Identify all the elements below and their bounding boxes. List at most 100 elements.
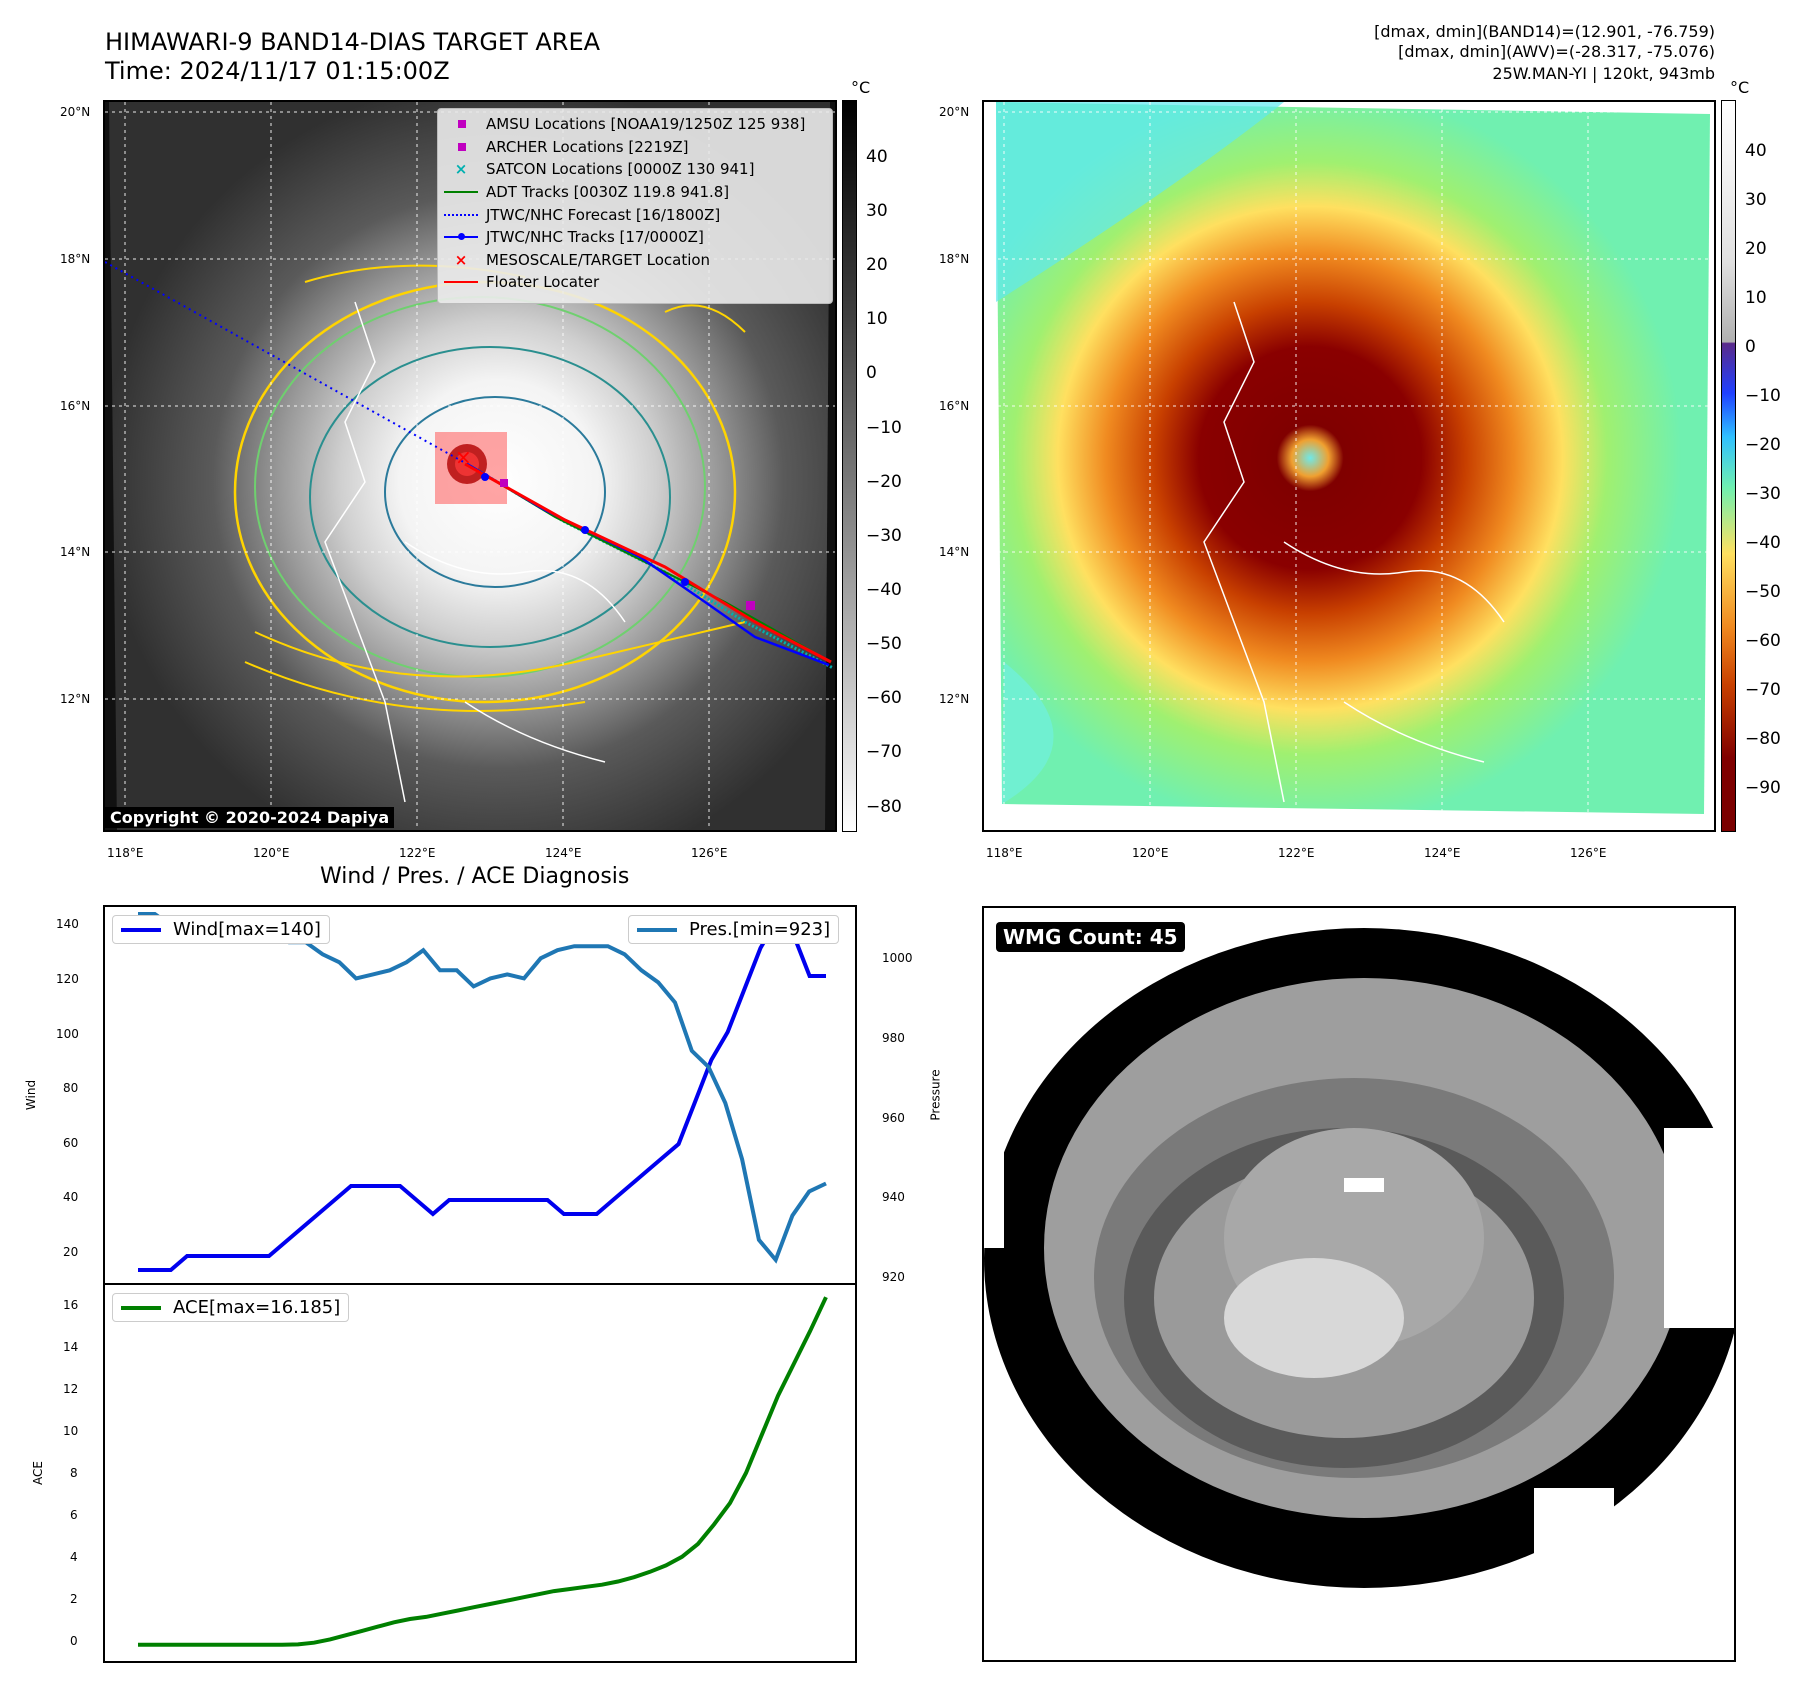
lat-tick: 20°N <box>939 105 970 119</box>
awv-map-image <box>984 102 1714 830</box>
pressure-tick: 980 <box>882 1031 905 1045</box>
cb-tick: 30 <box>866 201 888 221</box>
lat-tick: 16°N <box>939 399 970 413</box>
lat-tick: 18°N <box>60 252 91 266</box>
cb-tick: −20 <box>1745 435 1781 455</box>
awv-range: [dmax, dmin](AWV)=(-28.317, -75.076) <box>1398 42 1715 61</box>
legend-item-target: × MESOSCALE/TARGET Location <box>454 250 711 269</box>
legend-item-satcon: × SATCON Locations [0000Z 130 941] <box>454 160 755 179</box>
lat-tick: 14°N <box>60 545 91 559</box>
lon-tick: 118°E <box>107 846 144 860</box>
wind-tick: 120 <box>56 972 79 986</box>
wind-tick: 40 <box>63 1190 79 1204</box>
wmg-count-badge: WMG Count: 45 <box>996 922 1185 952</box>
cb-tick: 10 <box>1745 288 1767 308</box>
awv-colorbar <box>1721 100 1736 832</box>
ace-tick: 14 <box>63 1340 79 1354</box>
diagnosis-title: Wind / Pres. / ACE Diagnosis <box>320 864 630 889</box>
legend-item-archer: ARCHER Locations [2219Z] <box>444 136 826 159</box>
cb-tick: −90 <box>1745 778 1781 798</box>
cb-tick: −50 <box>1745 582 1781 602</box>
wind-legend: Wind[max=140] <box>112 915 330 944</box>
wind-legend-swatch <box>121 927 161 932</box>
cb-tick: −70 <box>866 742 902 762</box>
lon-tick: 126°E <box>691 846 728 860</box>
cb-tick: 40 <box>1745 141 1767 161</box>
lon-tick: 120°E <box>253 846 290 860</box>
copyright-label: Copyright © 2020-2024 Dapiya <box>105 807 395 828</box>
wind-plot-frame <box>103 905 857 1285</box>
lat-tick: 20°N <box>60 105 91 119</box>
legend-item-amsu: AMSU Locations [NOAA19/1250Z 125 938] <box>444 113 826 136</box>
cb-tick: −40 <box>1745 533 1781 553</box>
lat-tick: 16°N <box>60 399 91 413</box>
ace-legend-swatch <box>121 1305 161 1310</box>
wind-tick: 140 <box>56 917 79 931</box>
ace-tick: 10 <box>63 1424 79 1438</box>
chart-time: Time: 2024/11/17 01:15:00Z <box>105 57 450 85</box>
cb-tick: 40 <box>866 147 888 167</box>
svg-text:×: × <box>455 445 472 469</box>
cb-tick: −80 <box>866 797 902 817</box>
cb-tick: 10 <box>866 309 888 329</box>
awv-map-panel[interactable] <box>982 100 1716 832</box>
ace-tick: 2 <box>70 1592 78 1606</box>
cb-tick: −60 <box>1745 631 1781 651</box>
lat-tick: 14°N <box>939 545 970 559</box>
lon-tick: 122°E <box>399 846 436 860</box>
lat-tick: 12°N <box>939 692 970 706</box>
pressure-tick: 940 <box>882 1190 905 1204</box>
ace-axis-label: ACE <box>30 1461 45 1485</box>
lon-tick: 126°E <box>1570 846 1607 860</box>
cb-tick: −10 <box>866 418 902 438</box>
ir-colorbar-unit: °C <box>851 78 871 97</box>
lon-tick: 122°E <box>1278 846 1315 860</box>
pressure-legend: Pres.[min=923] <box>628 915 840 944</box>
cb-tick: 0 <box>866 363 877 383</box>
band14-range: [dmax, dmin](BAND14)=(12.901, -76.759) <box>1374 22 1715 41</box>
cb-tick: −10 <box>1745 386 1781 406</box>
lat-tick: 12°N <box>60 692 91 706</box>
pressure-legend-swatch <box>637 927 677 932</box>
cb-tick: −30 <box>866 526 902 546</box>
cb-tick: −80 <box>1745 729 1781 749</box>
legend-item-adt: ADT Tracks [0030Z 119.8 941.8] <box>444 181 826 204</box>
cb-tick: −20 <box>866 472 902 492</box>
ace-tick: 8 <box>70 1466 78 1480</box>
chart-title: HIMAWARI-9 BAND14-DIAS TARGET AREA <box>105 28 601 56</box>
wind-tick: 60 <box>63 1136 79 1150</box>
pressure-series-line <box>138 912 827 1264</box>
cb-tick: −40 <box>866 580 902 600</box>
ace-legend: ACE[max=16.185] <box>112 1293 350 1322</box>
lat-tick: 18°N <box>939 252 970 266</box>
ace-tick: 4 <box>70 1550 78 1564</box>
ir-legend: AMSU Locations [NOAA19/1250Z 125 938] AR… <box>437 108 833 304</box>
cb-tick: −70 <box>1745 680 1781 700</box>
ir-colorbar <box>842 100 857 832</box>
cb-tick: −50 <box>866 634 902 654</box>
wmg-image <box>984 908 1734 1660</box>
cb-tick: −30 <box>1745 484 1781 504</box>
wind-tick: 80 <box>63 1081 79 1095</box>
wind-series-line <box>138 916 826 1272</box>
lon-tick: 120°E <box>1132 846 1169 860</box>
pressure-axis-label: Pressure <box>928 1069 943 1121</box>
ir-map-panel[interactable]: × Copyright © 2020-2024 Dapiya AMSU Loca… <box>103 100 837 832</box>
ace-tick: 0 <box>70 1634 78 1648</box>
pressure-tick: 920 <box>882 1270 905 1284</box>
lon-tick: 118°E <box>986 846 1023 860</box>
cb-tick: 30 <box>1745 190 1767 210</box>
awv-colorbar-unit: °C <box>1730 78 1750 97</box>
wmg-panel[interactable]: WMG Count: 45 <box>982 906 1736 1662</box>
ace-plot-frame <box>103 1283 857 1663</box>
legend-item-forecast: JTWC/NHC Forecast [16/1800Z] <box>444 203 826 226</box>
legend-item-jtwc-tracks: JTWC/NHC Tracks [17/0000Z] <box>444 226 826 249</box>
ace-series-line <box>138 1296 828 1647</box>
pressure-tick: 960 <box>882 1111 905 1125</box>
cb-tick: 20 <box>1745 239 1767 259</box>
storm-info: 25W.MAN-YI | 120kt, 943mb <box>1492 64 1715 83</box>
cb-tick: 20 <box>866 255 888 275</box>
wind-axis-label: Wind <box>24 1079 39 1111</box>
legend-item-floater: Floater Locater <box>444 271 826 294</box>
cb-tick: 0 <box>1745 337 1756 357</box>
